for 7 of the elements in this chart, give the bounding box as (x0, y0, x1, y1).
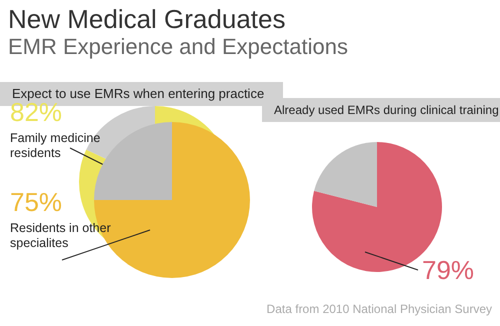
data-label: 79% (422, 255, 474, 285)
text: Data from 2010 National Physician Survey (266, 302, 492, 316)
data-label: 75% (10, 187, 62, 217)
chart-title: Already used EMRs during clinical training (274, 103, 499, 117)
slice-label: Family medicine residents (10, 131, 102, 161)
text: EMR Experience and Expectations (8, 34, 348, 60)
text: New Medical Graduates (8, 4, 286, 35)
